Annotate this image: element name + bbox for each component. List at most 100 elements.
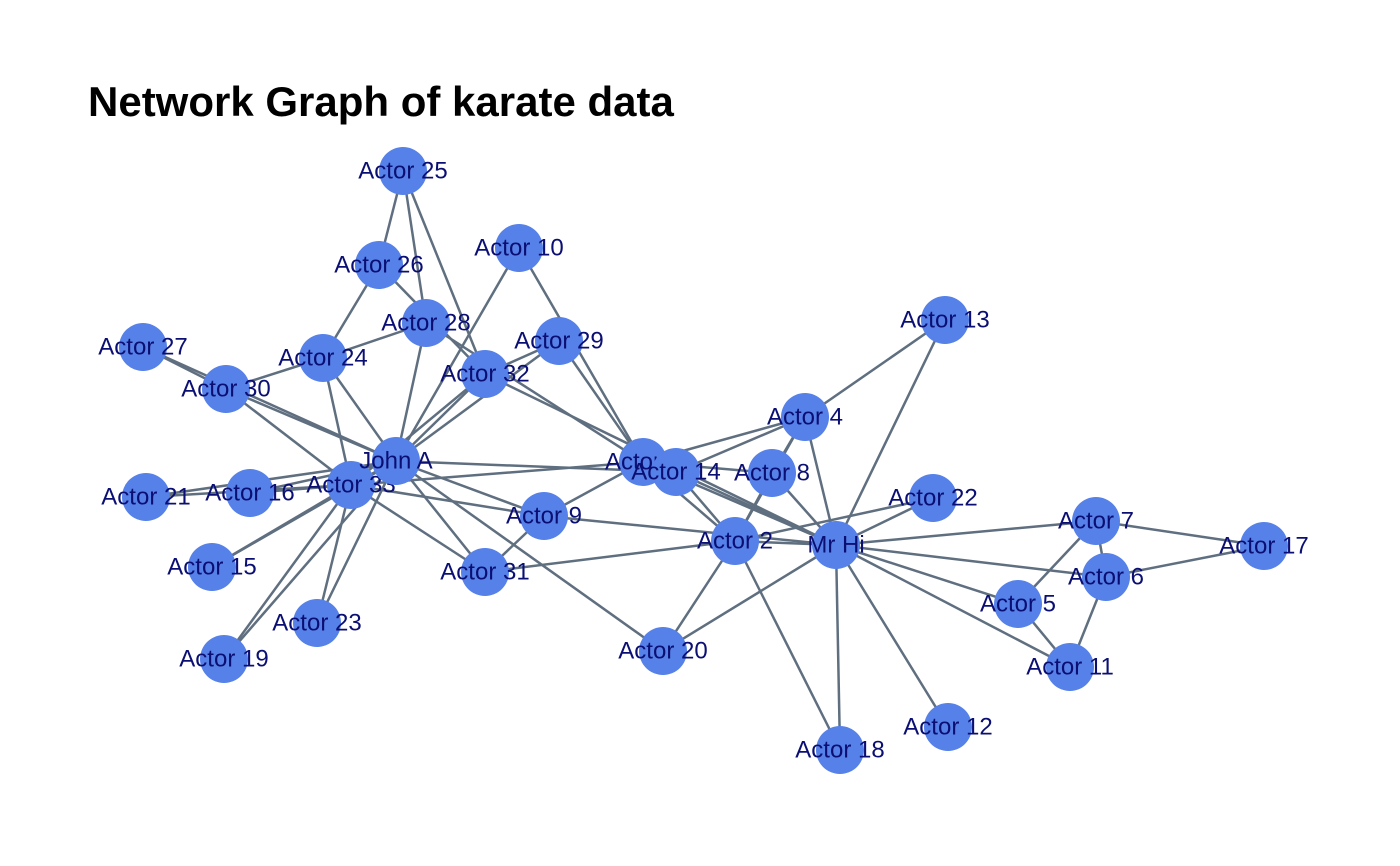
node-actor-25[interactable]: Actor 25: [358, 147, 448, 195]
node-actor-19[interactable]: Actor 19: [179, 635, 269, 683]
node-circle-actor-14[interactable]: [652, 448, 700, 496]
edge-mr-hi--actor-20: [662, 543, 837, 653]
edge-mr-hi--actor-18: [834, 544, 842, 751]
node-label-actor-21: Actor 21: [101, 483, 190, 510]
edge-actor-4--actor-13: [804, 318, 946, 419]
node-circle-actor-7[interactable]: [1072, 497, 1120, 545]
node-circle-actor-10[interactable]: [495, 224, 543, 272]
node-circle-actor-28[interactable]: [402, 299, 450, 347]
node-actor-15[interactable]: Actor 15: [167, 543, 257, 591]
edge-actor-29--john-a: [395, 339, 560, 463]
node-actor-5[interactable]: Actor 5: [980, 580, 1056, 628]
node-actor-18[interactable]: Actor 18: [795, 726, 885, 774]
node-circle-actor-25[interactable]: [379, 147, 427, 195]
node-actor-8[interactable]: Actor 8: [734, 449, 810, 497]
node-circle-actor-4[interactable]: [781, 393, 829, 441]
node-circle-actor-17[interactable]: [1240, 522, 1288, 570]
node-label-actor-5: Actor 5: [980, 590, 1056, 617]
node-label-actor-9: Actor 9: [506, 502, 582, 529]
node-actor-33[interactable]: Actor 33: [306, 461, 396, 509]
node-actor-14[interactable]: Actor 14: [631, 448, 721, 496]
edge-actor-9--john-a: [395, 459, 545, 518]
node-actor-4[interactable]: Actor 4: [767, 393, 843, 441]
node-label-actor-30: Actor 30: [181, 375, 270, 402]
node-circle-mr-hi[interactable]: [812, 521, 860, 569]
node-actor-10[interactable]: Actor 10: [474, 224, 564, 272]
edge-actor-10--john-a: [394, 247, 521, 462]
node-actor-13[interactable]: Actor 13: [900, 296, 990, 344]
node-circle-actor-11[interactable]: [1046, 643, 1094, 691]
edge-actor-2--actor-18: [733, 540, 842, 751]
node-actor-24[interactable]: Actor 24: [278, 334, 368, 382]
node-label-actor-15: Actor 15: [167, 553, 256, 580]
node-circle-actor-13[interactable]: [921, 296, 969, 344]
node-circle-actor-29[interactable]: [535, 317, 583, 365]
edge-actor-31--actor-33: [350, 483, 486, 574]
node-circle-actor-26[interactable]: [355, 241, 403, 289]
node-label-actor-16: Actor 16: [205, 479, 294, 506]
edge-actor-7--actor-17: [1095, 519, 1265, 548]
node-label-actor-2: Actor 2: [697, 527, 773, 554]
node-circle-actor-16[interactable]: [226, 469, 274, 517]
node-actor-7[interactable]: Actor 7: [1058, 497, 1134, 545]
node-circle-actor-20[interactable]: [639, 627, 687, 675]
node-actor-12[interactable]: Actor 12: [903, 703, 993, 751]
node-actor-32[interactable]: Actor 32: [440, 350, 530, 398]
node-mr-hi[interactable]: Mr Hi: [807, 521, 865, 569]
node-actor-2[interactable]: Actor 2: [697, 517, 773, 565]
node-actor-31[interactable]: Actor 31: [440, 548, 530, 596]
node-circle-actor-31[interactable]: [461, 548, 509, 596]
node-actor-17[interactable]: Actor 17: [1219, 522, 1309, 570]
edge-actor-25--actor-28: [401, 170, 428, 324]
edge-actor-3--actor-29: [557, 340, 645, 463]
node-actor-29[interactable]: Actor 29: [514, 317, 604, 365]
node-actor-23[interactable]: Actor 23: [272, 599, 362, 647]
node-circle-actor-30[interactable]: [202, 365, 250, 413]
node-label-actor-17: Actor 17: [1219, 532, 1308, 559]
edge-mr-hi--actor-6: [835, 543, 1107, 579]
node-circle-john-a[interactable]: [372, 437, 420, 485]
node-actor-26[interactable]: Actor 26: [334, 241, 424, 289]
node-actor-16[interactable]: Actor 16: [205, 469, 295, 517]
node-circle-actor-22[interactable]: [909, 474, 957, 522]
edge-mr-hi--actor-13: [834, 319, 947, 546]
node-circle-actor-33[interactable]: [327, 461, 375, 509]
node-label-john-a: John A: [359, 447, 432, 474]
node-label-actor-20: Actor 20: [618, 637, 707, 664]
node-actor-22[interactable]: Actor 22: [888, 474, 978, 522]
node-label-actor-23: Actor 23: [272, 609, 361, 636]
node-circle-actor-27[interactable]: [119, 323, 167, 371]
node-circle-actor-24[interactable]: [299, 334, 347, 382]
node-circle-actor-23[interactable]: [293, 599, 341, 647]
node-circle-actor-32[interactable]: [461, 350, 509, 398]
node-actor-20[interactable]: Actor 20: [618, 627, 708, 675]
node-label-actor-27: Actor 27: [98, 333, 187, 360]
node-circle-actor-2[interactable]: [711, 517, 759, 565]
node-actor-6[interactable]: Actor 6: [1068, 553, 1144, 601]
node-label-actor-26: Actor 26: [334, 251, 423, 278]
edge-actor-6--actor-17: [1105, 544, 1265, 579]
node-actor-9[interactable]: Actor 9: [506, 492, 582, 540]
node-label-actor-11: Actor 11: [1026, 653, 1114, 680]
node-actor-21[interactable]: Actor 21: [101, 473, 191, 521]
node-john-a[interactable]: John A: [359, 437, 433, 485]
node-circle-actor-18[interactable]: [816, 726, 864, 774]
node-actor-11[interactable]: Actor 11: [1026, 643, 1114, 691]
node-actor-30[interactable]: Actor 30: [181, 365, 271, 413]
node-circle-actor-19[interactable]: [200, 635, 248, 683]
node-label-actor-29: Actor 29: [514, 327, 603, 354]
node-circle-actor-5[interactable]: [994, 580, 1042, 628]
edge-actor-30--actor-33: [225, 388, 352, 486]
node-circle-actor-15[interactable]: [188, 543, 236, 591]
node-label-actor-24: Actor 24: [278, 344, 367, 371]
node-actor-27[interactable]: Actor 27: [98, 323, 188, 371]
node-label-actor-10: Actor 10: [474, 234, 563, 261]
edge-mr-hi--actor-9: [543, 514, 837, 547]
node-circle-actor-9[interactable]: [520, 492, 568, 540]
graph-title: Network Graph of karate data: [88, 78, 674, 125]
node-circle-actor-8[interactable]: [748, 449, 796, 497]
node-circle-actor-21[interactable]: [122, 473, 170, 521]
node-circle-actor-6[interactable]: [1082, 553, 1130, 601]
node-circle-actor-12[interactable]: [924, 703, 972, 751]
node-actor-28[interactable]: Actor 28: [381, 299, 471, 347]
